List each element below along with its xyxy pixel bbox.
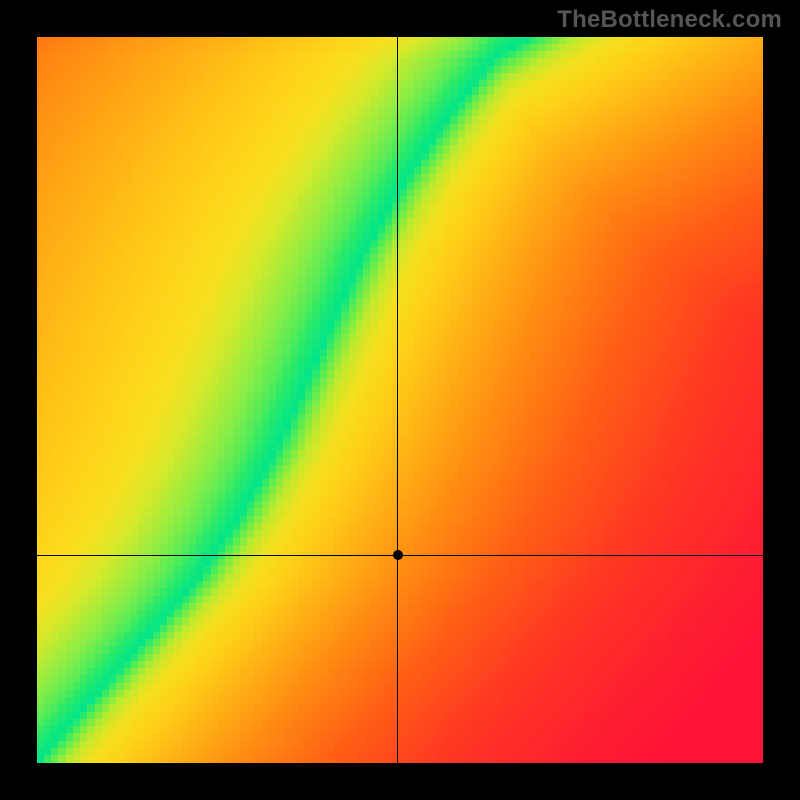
- site-attribution: TheBottleneck.com: [557, 6, 782, 34]
- bottleneck-heatmap: [37, 37, 763, 763]
- crosshair-vertical: [397, 37, 398, 763]
